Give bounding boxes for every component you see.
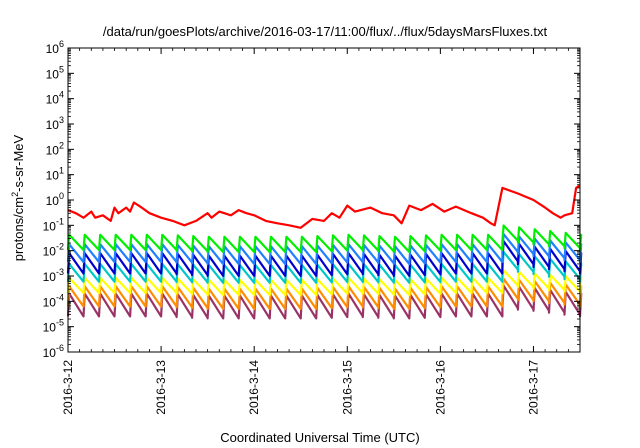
y-tick-label: 10-6	[43, 343, 64, 360]
x-tick-label: 2016-3-15	[340, 360, 354, 415]
y-tick-label: 102	[46, 140, 64, 157]
y-tick-label: 105	[46, 64, 64, 81]
axes-layer: 10-6 10-5 10-4 10-3 10-2 10-1 100 101 102 103 104 1…	[43, 39, 581, 415]
y-axis-label: protons/cm2-s-sr-MeV	[10, 134, 26, 261]
x-tick-label: 2016-3-12	[61, 360, 75, 415]
series-line-0	[67, 184, 581, 229]
y-axis-label-superscript: 2	[10, 192, 20, 197]
y-tick-label: 10-4	[43, 292, 64, 309]
y-tick-label: 10-1	[43, 216, 64, 233]
y-tick-label: 100	[46, 191, 64, 208]
y-tick-label: 103	[46, 115, 64, 132]
y-tick-label: 10-5	[43, 318, 64, 335]
x-tick-label: 2016-3-14	[247, 360, 261, 415]
x-tick-label: 2016-3-13	[154, 360, 168, 415]
series-line-1	[66, 224, 583, 254]
x-tick-label: 2016-3-17	[526, 360, 540, 415]
y-axis-label-main: protons/cm	[11, 197, 26, 261]
y-tick-label: 101	[46, 166, 64, 183]
series-layer	[66, 184, 583, 320]
y-axis-label-rest: -s-sr-MeV	[11, 134, 26, 191]
x-tick-label: 2016-3-16	[433, 360, 447, 415]
x-axis-label: Coordinated Universal Time (UTC)	[220, 430, 419, 445]
chart-title: /data/run/goesPlots/archive/2016-03-17/1…	[103, 24, 548, 39]
y-tick-label: 106	[46, 39, 64, 56]
y-tick-label: 10-2	[43, 242, 64, 259]
y-tick-label: 10-3	[43, 267, 64, 284]
y-tick-label: 104	[46, 90, 64, 107]
